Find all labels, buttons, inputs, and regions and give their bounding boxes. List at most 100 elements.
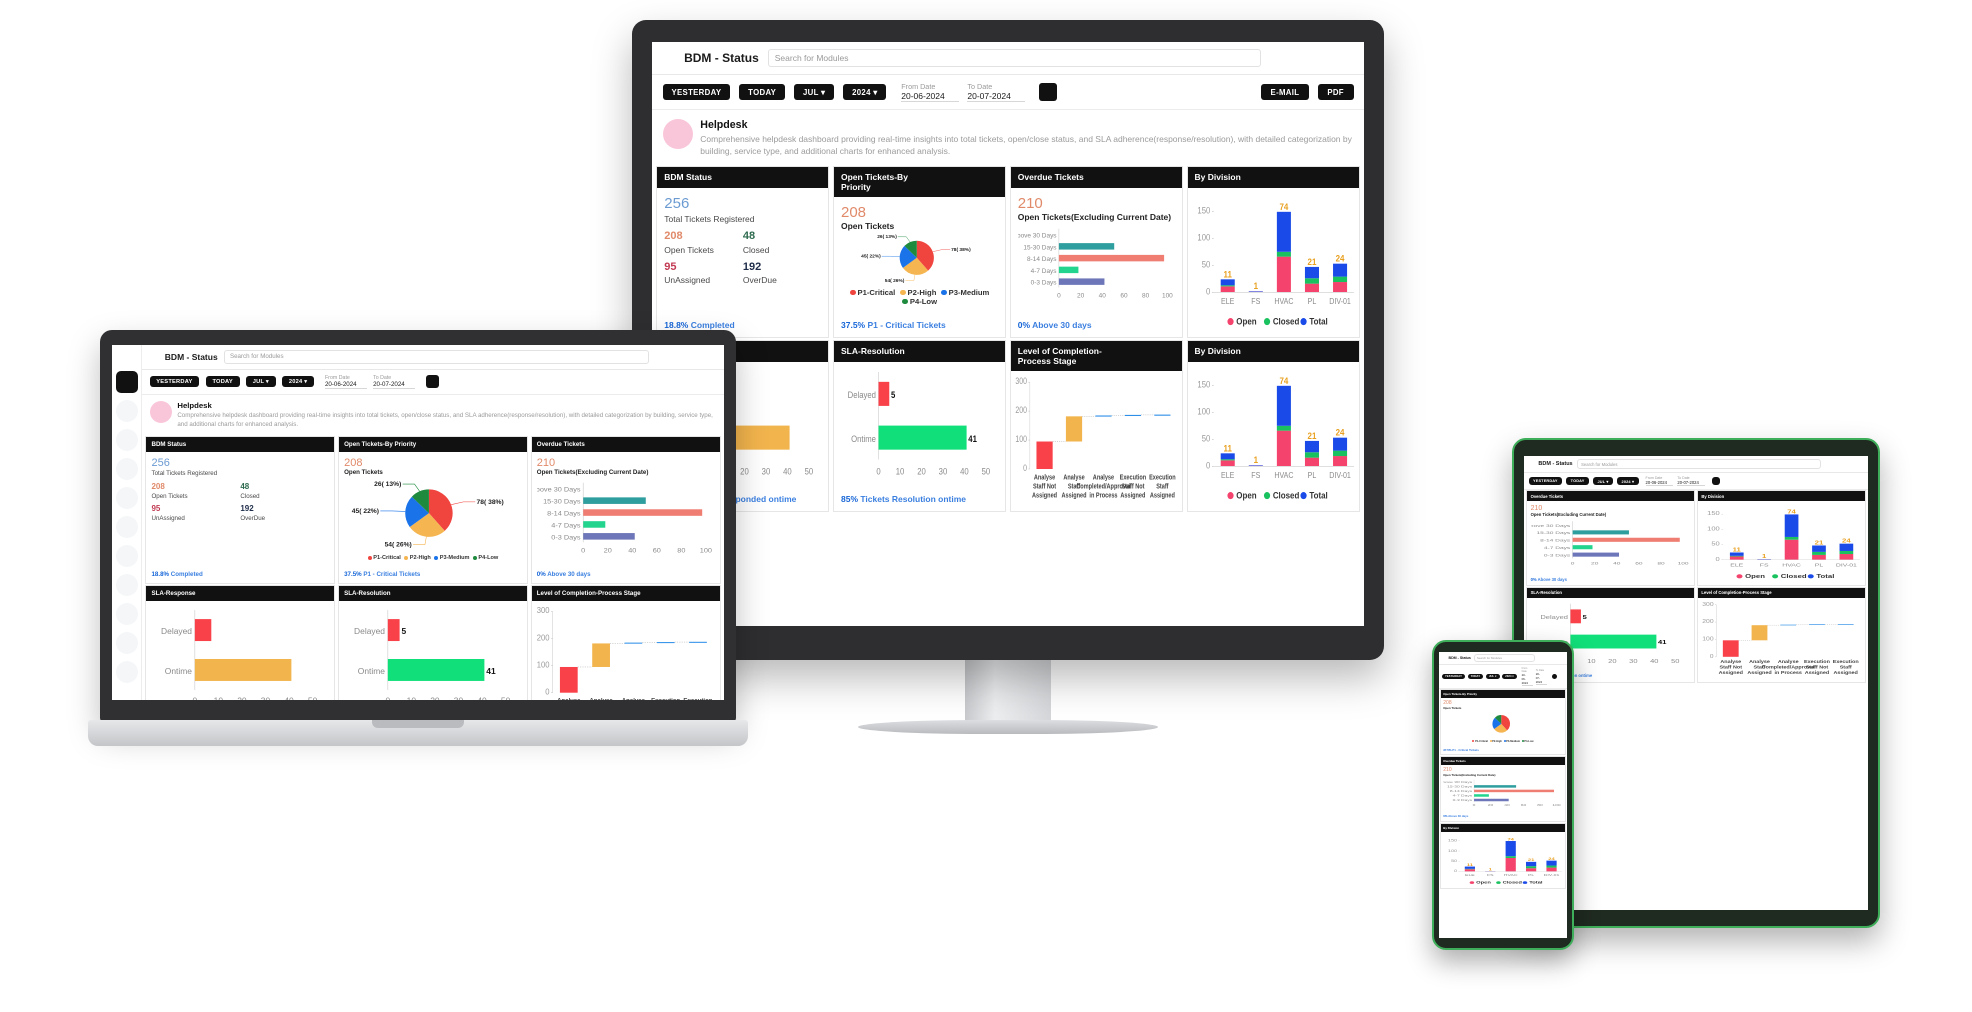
download-icon[interactable]: M12 3v10l4-4 1.4 1.4L12 16.8 6.6 10.4 8 … — [941, 346, 952, 357]
fullscreen-icon[interactable]: M3 3h6v2H5v4H3V3zm12 0h6v6h-2V5h-4V3zM3 … — [1293, 52, 1305, 64]
search-icon[interactable]: M10 2a8 8 0 1 0 4.9 14.3l5.4 5.4 1.4-1.4… — [656, 352, 665, 361]
filter-icon[interactable]: M3 4h18l-7 8v7l-4 2v-9L3 4z — [1550, 759, 1553, 762]
user-avatar-icon[interactable]: M12 12a4 4 0 1 0 0-8 4 4 0 0 0 0 8zm0 2c… — [1340, 51, 1353, 64]
download-icon[interactable]: M12 3v10l4-4 1.4 1.4L12 16.8 6.6 10.4 8 … — [1118, 172, 1129, 183]
download-icon[interactable]: M12 3v10l4-4 1.4 1.4L12 16.8 6.6 10.4 8 … — [1555, 826, 1558, 829]
search-icon[interactable]: M10 2a8 8 0 1 0 4.9 14.3l5.4 5.4 1.4-1.4… — [1270, 52, 1282, 64]
filter-icon[interactable]: M3 4h18l-7 8v7l-4 2v-9L3 4z — [1671, 590, 1676, 595]
download-icon[interactable]: M12 3v10l4-4 1.4 1.4L12 16.8 6.6 10.4 8 … — [1835, 590, 1840, 595]
filter-icon[interactable]: M3 4h18l-7 8v7l-4 2v-9L3 4z — [1559, 826, 1562, 829]
edit-icon[interactable]: M3 17.2V21h3.8L18 9.8l-3.8-3.8L3 17.2zM2… — [1103, 172, 1114, 183]
expand-icon[interactable]: M4 4h5v2H6v3H4V4zm11 0h5v5h-2V6h-3V4zM4 … — [1555, 692, 1558, 695]
calendar-icon[interactable]: M7 2v2H5a2 2 0 0 0-2 2v14a2 2 0 0 0 2 2h… — [407, 381, 415, 389]
filter-today-button[interactable]: TODAY — [1566, 477, 1589, 485]
filter-today-button[interactable]: TODAY — [739, 84, 786, 101]
pdf-button[interactable]: PDF — [1317, 84, 1354, 101]
mail-icon[interactable]: M3 5h18a1 1 0 0 1 1 1v12a1 1 0 0 1-1 1H3… — [810, 172, 821, 183]
user-avatar-icon[interactable]: M12 12a4 4 0 1 0 0-8 4 4 0 0 0 0 8zm0 2c… — [1560, 656, 1564, 660]
edit-icon[interactable]: M3 17.2V21h3.8L18 9.8l-3.8-3.8L3 17.2zM2… — [1657, 590, 1662, 595]
edit-icon[interactable]: M3 17.2V21h3.8L18 9.8l-3.8-3.8L3 17.2zM2… — [288, 440, 296, 448]
card-level-of-completion[interactable]: Level of Completion-Process StageM3 17.2… — [1009, 339, 1183, 512]
apply-search-button[interactable]: M10 2a8 8 0 1 0 4.9 14.3l5.4 5.4 1.4-1.4… — [1551, 673, 1558, 680]
filter-icon[interactable]: M3 4h18l-7 8v7l-4 2v-9L3 4z — [1133, 350, 1144, 361]
funnel-icon[interactable]: M3 4h18l-7 8v7l-4 2v-9L3 4z — [1724, 478, 1730, 484]
edit-icon[interactable]: M3 17.2V21h3.8L18 9.8l-3.8-3.8L3 17.2zM2… — [470, 590, 478, 598]
mail-icon[interactable]: M3 5h18a1 1 0 0 1 1 1v12a1 1 0 0 1-1 1H3… — [987, 176, 998, 187]
card-level-of-completion[interactable]: Level of Completion-Process StageM3 17.2… — [1696, 586, 1866, 683]
mail-icon[interactable]: M3 5h18a1 1 0 0 1 1 1v12a1 1 0 0 1-1 1H3… — [1164, 350, 1175, 361]
mail-icon[interactable]: M3 5h18a1 1 0 0 1 1 1v12a1 1 0 0 1-1 1H3… — [514, 440, 522, 448]
calendar-icon[interactable]: M7 2v2H5a2 2 0 0 0-2 2v14a2 2 0 0 0 2 2h… — [1530, 677, 1533, 680]
mail-icon[interactable]: M3 5h18a1 1 0 0 1 1 1v12a1 1 0 0 1-1 1H3… — [1559, 759, 1562, 762]
card-open-tickets-by-priority[interactable]: Open Tickets-By Priority M3 17.2V21h3.8L1… — [338, 435, 528, 584]
sidebar-item-assets[interactable]: M3 21V7l8-4v3l8 4v11H3zm2-2h4v-3H5v3zm6 … — [115, 660, 138, 683]
mail-icon[interactable]: M3 5h18a1 1 0 0 1 1 1v12a1 1 0 0 1-1 1H3… — [707, 440, 715, 448]
edit-icon[interactable]: M3 17.2V21h3.8L18 9.8l-3.8-3.8L3 17.2zM2… — [749, 346, 760, 357]
expand-icon[interactable]: M4 4h5v2H6v3H4V4zm11 0h5v5h-2V6h-3V4zM4 … — [1149, 350, 1160, 361]
filter-icon[interactable]: M3 4h18l-7 8v7l-4 2v-9L3 4z — [310, 440, 318, 448]
expand-icon[interactable]: M4 4h5v2H6v3H4V4zm11 0h5v5h-2V6h-3V4zM4 … — [1849, 590, 1854, 595]
apply-search-button[interactable]: M10 2a8 8 0 1 0 4.9 14.3l5.4 5.4 1.4-1.4… — [1712, 476, 1721, 486]
edit-icon[interactable]: M3 17.2V21h3.8L18 9.8l-3.8-3.8L3 17.2zM2… — [1310, 346, 1321, 357]
edit-icon[interactable]: M3 17.2V21h3.8L18 9.8l-3.8-3.8L3 17.2zM2… — [662, 590, 670, 598]
edit-icon[interactable]: M3 17.2V21h3.8L18 9.8l-3.8-3.8L3 17.2zM2… — [765, 172, 776, 183]
expand-icon[interactable]: M4 4h5v2H6v3H4V4zm11 0h5v5h-2V6h-3V4zM4 … — [695, 590, 703, 598]
expand-icon[interactable]: M4 4h5v2H6v3H4V4zm11 0h5v5h-2V6h-3V4zM4 … — [1679, 590, 1684, 595]
filter-icon[interactable]: M3 4h18l-7 8v7l-4 2v-9L3 4z — [957, 176, 968, 187]
filter-icon[interactable]: M3 4h18l-7 8v7l-4 2v-9L3 4z — [1671, 494, 1676, 499]
filter-icon[interactable]: M3 4h18l-7 8v7l-4 2v-9L3 4z — [780, 346, 791, 357]
download-icon[interactable]: M12 3v10l4-4 1.4 1.4L12 16.8 6.6 10.4 8 … — [780, 172, 791, 183]
card-sla-resolution[interactable]: SLA-Resolution M3 17.2V21h3.8L18 9.8l-3.8… — [833, 339, 1007, 512]
filter-today-button[interactable]: TODAY — [1467, 673, 1484, 680]
email-button[interactable]: E-MAIL — [1260, 84, 1309, 101]
download-icon[interactable]: M12 3v10l4-4 1.4 1.4L12 16.8 6.6 10.4 8 … — [299, 440, 307, 448]
filter-icon[interactable]: M3 4h18l-7 8v7l-4 2v-9L3 4z — [1341, 346, 1352, 357]
filter-icon[interactable]: M3 4h18l-7 8v7l-4 2v-9L3 4z — [299, 590, 307, 598]
thumbs-up-icon[interactable]: M2 10h4v11H2V10zm6 0 5-8c1.3 0 2 1 1.8 2… — [1316, 51, 1329, 64]
from-date-value[interactable]: 20-06-2024M7 2v2H5a2 2 0 0 0-2 2v14a2 2 … — [1645, 480, 1674, 486]
card-sla-response[interactable]: SLA-Response M3 17.2V21h3.8L18 9.8l-3.8-3… — [145, 585, 336, 700]
calendar-icon[interactable]: M7 2v2H5a2 2 0 0 0-2 2v14a2 2 0 0 0 2 2h… — [948, 91, 958, 101]
expand-icon[interactable]: M4 4h5v2H6v3H4V4zm11 0h5v5h-2V6h-3V4zM4 … — [795, 346, 806, 357]
download-icon[interactable]: M12 3v10l4-4 1.4 1.4L12 16.8 6.6 10.4 8 … — [673, 590, 681, 598]
mail-icon[interactable]: M3 5h18a1 1 0 0 1 1 1v12a1 1 0 0 1-1 1H3… — [810, 346, 821, 357]
edit-icon[interactable]: M3 17.2V21h3.8L18 9.8l-3.8-3.8L3 17.2zM2… — [1310, 172, 1321, 183]
filter-icon[interactable]: M3 4h18l-7 8v7l-4 2v-9L3 4z — [1133, 172, 1144, 183]
sidebar-item-documents[interactable]: M6 2h8l6 6v14H6V2zm8 1.5V9h5.5L14 3.5z — [115, 457, 138, 480]
sidebar-item-finance[interactable]: M12 2a10 10 0 1 0 0 20 10 10 0 0 0 0-20z… — [115, 602, 138, 625]
fullscreen-icon[interactable]: M3 3h6v2H5v4H3V3zm12 0h6v6h-2V5h-4V3zM3 … — [673, 352, 682, 361]
filter-month-select[interactable]: JUL ▾ — [246, 376, 276, 388]
sidebar-item-files[interactable]: M6 2h8l6 6v14H6V2zm8 1.5V9h5.5L14 3.5zM8… — [115, 631, 138, 654]
filter-yesterday-button[interactable]: YESTERDAY — [149, 376, 200, 388]
mail-icon[interactable]: M3 5h18a1 1 0 0 1 1 1v12a1 1 0 0 1-1 1H3… — [1686, 494, 1691, 499]
edit-icon[interactable]: M3 17.2V21h3.8L18 9.8l-3.8-3.8L3 17.2zM2… — [1540, 759, 1543, 762]
edit-icon[interactable]: M3 17.2V21h3.8L18 9.8l-3.8-3.8L3 17.2zM2… — [470, 440, 478, 448]
download-icon[interactable]: M12 3v10l4-4 1.4 1.4L12 16.8 6.6 10.4 8 … — [288, 590, 296, 598]
filter-yesterday-button[interactable]: YESTERDAY — [662, 84, 731, 101]
filter-icon[interactable]: M3 4h18l-7 8v7l-4 2v-9L3 4z — [1842, 590, 1847, 595]
card-level-of-completion[interactable]: Level of Completion-Process StageM3 17.2… — [530, 585, 721, 700]
filter-year-select[interactable]: 2024 ▾ — [282, 376, 315, 388]
filter-icon[interactable]: M3 4h18l-7 8v7l-4 2v-9L3 4z — [1550, 692, 1553, 695]
card-overdue-tickets[interactable]: Overdue Tickets M3 17.2V21h3.8L18 9.8l-3.… — [1526, 490, 1696, 586]
card-by-division[interactable]: By Division M3 17.2V21h3.8L18 9.8l-3.8-3.… — [1186, 165, 1360, 338]
edit-icon[interactable]: M3 17.2V21h3.8L18 9.8l-3.8-3.8L3 17.2zM2… — [926, 346, 937, 357]
download-icon[interactable]: M12 3v10l4-4 1.4 1.4L12 16.8 6.6 10.4 8 … — [481, 440, 489, 448]
sidebar-item-helpdesk[interactable]: M12 2a8 8 0 0 0-8 8v5a3 3 0 0 0 3 3h1a1 … — [115, 370, 138, 393]
thumbs-up-icon[interactable]: M2 10h4v11H2V10zm6 0 5-8c1.3 0 2 1 1.8 2… — [1552, 656, 1556, 660]
search-input[interactable]: Search for Modules — [1577, 459, 1821, 469]
expand-icon[interactable]: M4 4h5v2H6v3H4V4zm11 0h5v5h-2V6h-3V4zM4 … — [310, 590, 318, 598]
sidebar-item-schedule[interactable]: M12 2a10 10 0 1 0 0 20 10 10 0 0 0 0-20z… — [115, 486, 138, 509]
mail-icon[interactable]: M3 5h18a1 1 0 0 1 1 1v12a1 1 0 0 1-1 1H3… — [321, 440, 329, 448]
calendar-icon[interactable]: M7 2v2H5a2 2 0 0 0-2 2v14a2 2 0 0 0 2 2h… — [1700, 480, 1705, 485]
user-avatar-icon[interactable]: M12 12a4 4 0 1 0 0-8 4 4 0 0 0 0 8zm0 2c… — [1858, 461, 1864, 467]
mail-icon[interactable]: M3 5h18a1 1 0 0 1 1 1v12a1 1 0 0 1-1 1H3… — [707, 590, 715, 598]
download-icon[interactable]: M12 3v10l4-4 1.4 1.4L12 16.8 6.6 10.4 8 … — [941, 176, 952, 187]
card-overdue-tickets[interactable]: Overdue Tickets M3 17.2V21h3.8L18 9.8l-3.… — [530, 435, 721, 584]
filter-yesterday-button[interactable]: YESTERDAY — [1442, 673, 1465, 680]
expand-icon[interactable]: M4 4h5v2H6v3H4V4zm11 0h5v5h-2V6h-3V4zM4 … — [1555, 759, 1558, 762]
